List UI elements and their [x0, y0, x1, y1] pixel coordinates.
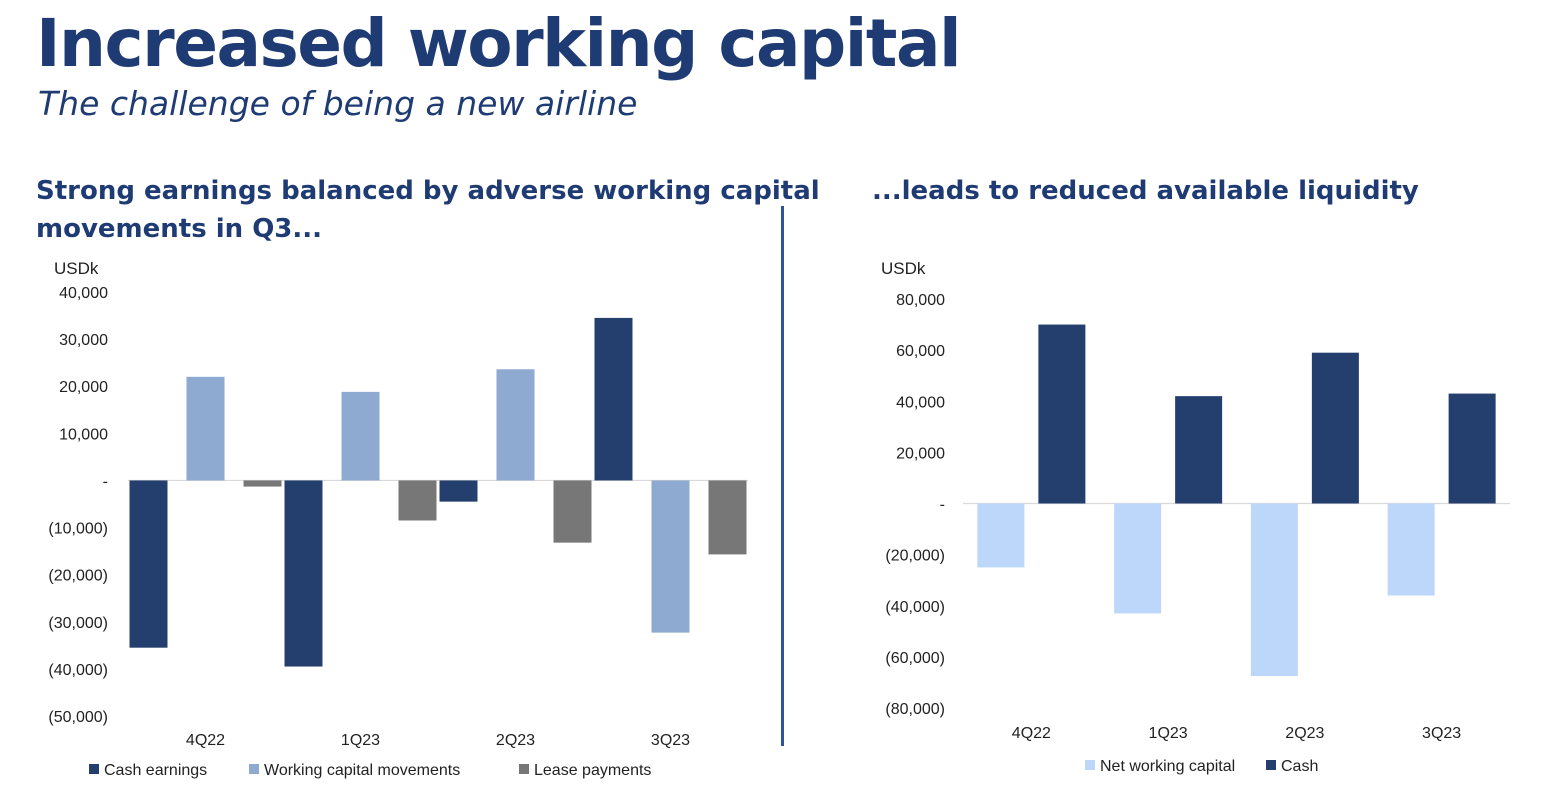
page-title: Increased working capital: [36, 5, 962, 82]
right-bar-cash: [1038, 324, 1086, 504]
right-category-label: 4Q22: [1012, 725, 1051, 742]
left-ytick-label: 40,000: [59, 285, 108, 302]
right-bar-cash: [1311, 352, 1359, 504]
right-unit-label: USDk: [881, 259, 926, 278]
left-bar-working-capital-movements: [496, 369, 535, 481]
right-ytick-label: 80,000: [896, 292, 945, 309]
left-legend-swatch: [89, 764, 99, 774]
right-bar-net-working-capital: [977, 503, 1025, 568]
left-ytick-label: 30,000: [59, 332, 108, 349]
page-subtitle: The challenge of being a new airline: [38, 84, 638, 123]
right-bar-net-working-capital: [1114, 503, 1162, 614]
left-ytick-label: 20,000: [59, 379, 108, 396]
left-bar-lease-payments: [398, 480, 437, 521]
right-legend-label: Net working capital: [1100, 758, 1235, 775]
left-bar-working-capital-movements: [186, 376, 225, 481]
left-bar-cash-earnings: [439, 480, 478, 502]
left-ytick-label: (30,000): [48, 615, 108, 632]
left-ytick-label: (10,000): [48, 521, 108, 538]
left-bar-working-capital-movements: [651, 480, 690, 633]
right-ytick-label: (20,000): [885, 548, 945, 565]
right-legend-label: Cash: [1281, 758, 1318, 775]
left-legend-label: Cash earnings: [104, 762, 207, 779]
left-category-label: 1Q23: [341, 732, 380, 749]
panel-divider: [781, 206, 784, 746]
left-bar-cash-earnings: [129, 480, 168, 648]
left-legend-swatch: [249, 764, 259, 774]
right-ytick-label: 40,000: [896, 394, 945, 411]
left-ytick-label: -: [103, 473, 108, 490]
right-ytick-label: (60,000): [885, 650, 945, 667]
right-panel-heading: ...leads to reduced available liquidity: [872, 176, 1419, 206]
right-ytick-label: 20,000: [896, 445, 945, 462]
right-bar-cash: [1175, 396, 1223, 504]
right-category-label: 1Q23: [1149, 725, 1188, 742]
left-legend-swatch: [519, 764, 529, 774]
left-bar-cash-earnings: [594, 317, 633, 481]
right-bar-net-working-capital: [1387, 503, 1435, 596]
left-ytick-label: (50,000): [48, 709, 108, 726]
left-bar-working-capital-movements: [341, 391, 380, 481]
left-bar-lease-payments: [708, 480, 747, 555]
left-bar-cash-earnings: [284, 480, 323, 667]
left-legend-label: Lease payments: [534, 762, 651, 779]
left-bar-lease-payments: [553, 480, 592, 543]
left-category-label: 3Q23: [651, 732, 690, 749]
left-category-label: 4Q22: [186, 732, 225, 749]
left-panel-heading-line1: Strong earnings balanced by adverse work…: [36, 176, 820, 206]
right-category-label: 2Q23: [1285, 725, 1324, 742]
left-unit-label: USDk: [54, 259, 99, 278]
earnings-bar-chart: USDk 40,000 30,000 20,000 10,000 - (10,000) (20…: [48, 259, 748, 779]
right-legend-swatch: [1266, 760, 1276, 770]
left-panel-heading-line2: movements in Q3...: [36, 214, 323, 244]
right-ytick-label: -: [940, 497, 945, 514]
left-legend-label: Working capital movements: [264, 762, 460, 779]
right-bar-net-working-capital: [1250, 503, 1298, 677]
left-ytick-label: 10,000: [59, 426, 108, 443]
left-category-label: 2Q23: [496, 732, 535, 749]
right-ytick-label: (40,000): [885, 599, 945, 616]
right-legend-swatch: [1085, 760, 1095, 770]
left-ytick-label: (20,000): [48, 568, 108, 585]
right-ytick-label: (80,000): [885, 701, 945, 718]
right-category-label: 3Q23: [1422, 725, 1461, 742]
left-bar-lease-payments: [243, 480, 282, 487]
right-ytick-label: 60,000: [896, 343, 945, 360]
right-bar-cash: [1448, 393, 1496, 504]
left-ytick-label: (40,000): [48, 662, 108, 679]
